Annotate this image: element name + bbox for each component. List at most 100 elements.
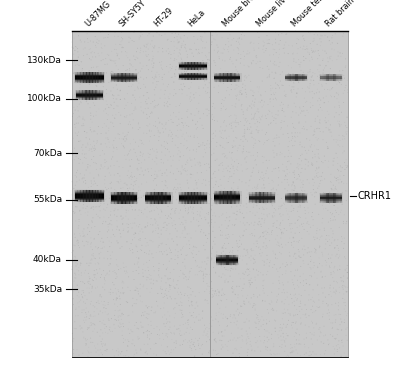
Point	[77, 138, 84, 144]
Point	[144, 122, 150, 128]
Point	[156, 249, 163, 255]
Point	[206, 57, 213, 63]
Point	[278, 203, 284, 210]
Point	[336, 68, 343, 74]
Point	[330, 203, 337, 209]
Point	[171, 218, 177, 224]
Bar	[88, 72, 90, 83]
Point	[222, 154, 228, 160]
Point	[340, 273, 347, 279]
Point	[95, 244, 102, 251]
Point	[309, 303, 316, 309]
Bar	[188, 62, 190, 70]
Point	[168, 206, 175, 213]
Bar	[296, 74, 298, 81]
Point	[180, 191, 186, 197]
Point	[174, 181, 181, 187]
Point	[265, 40, 272, 47]
Point	[71, 104, 77, 111]
Bar	[77, 190, 79, 202]
Point	[309, 294, 316, 301]
Point	[198, 170, 205, 176]
Point	[78, 270, 84, 276]
Point	[76, 268, 82, 274]
Point	[80, 205, 86, 211]
Point	[104, 204, 110, 211]
Point	[279, 105, 286, 111]
Point	[254, 314, 261, 320]
Point	[328, 240, 335, 246]
Bar	[219, 255, 221, 265]
Point	[337, 176, 343, 182]
Point	[257, 174, 264, 180]
Point	[152, 227, 159, 234]
Point	[84, 164, 91, 170]
Point	[217, 232, 224, 238]
Point	[128, 327, 134, 333]
Point	[100, 317, 106, 324]
Point	[234, 346, 240, 353]
Point	[220, 245, 226, 251]
Point	[301, 243, 307, 249]
Point	[243, 336, 250, 342]
Point	[146, 311, 152, 317]
Point	[116, 180, 122, 187]
Point	[187, 46, 193, 52]
Point	[331, 199, 338, 206]
Point	[196, 335, 203, 341]
Point	[277, 325, 283, 331]
Point	[287, 221, 293, 227]
Point	[229, 286, 236, 292]
Point	[240, 146, 247, 152]
Point	[76, 208, 83, 214]
Point	[276, 165, 282, 171]
Point	[180, 87, 186, 93]
Bar	[157, 192, 159, 204]
Point	[182, 83, 188, 90]
Point	[84, 285, 90, 291]
Point	[228, 187, 234, 194]
Bar	[302, 74, 304, 81]
Point	[247, 40, 254, 46]
Point	[156, 268, 162, 274]
Point	[216, 162, 222, 168]
Point	[204, 261, 210, 267]
Point	[253, 238, 260, 244]
Point	[113, 348, 120, 354]
Point	[341, 350, 348, 356]
Point	[117, 76, 123, 83]
Point	[204, 298, 210, 304]
Point	[243, 94, 250, 100]
Point	[299, 246, 306, 252]
Point	[289, 76, 295, 83]
Point	[146, 114, 153, 120]
Point	[119, 44, 126, 50]
Point	[234, 212, 240, 218]
Point	[138, 45, 144, 51]
Point	[290, 244, 297, 250]
Point	[340, 136, 346, 142]
Point	[99, 196, 106, 202]
Bar	[232, 255, 234, 265]
Point	[300, 258, 306, 264]
Point	[263, 157, 270, 163]
Point	[262, 344, 269, 350]
Point	[273, 62, 279, 68]
Point	[272, 352, 278, 358]
Point	[160, 220, 167, 226]
Point	[292, 138, 298, 144]
Bar	[89, 190, 92, 202]
Point	[301, 204, 308, 211]
Point	[126, 185, 133, 191]
Point	[102, 159, 108, 166]
Point	[92, 33, 98, 40]
Point	[330, 162, 336, 168]
Point	[167, 112, 174, 118]
Point	[339, 165, 345, 171]
Point	[157, 191, 164, 197]
Point	[302, 322, 308, 328]
Bar	[222, 73, 224, 82]
Point	[178, 307, 185, 314]
Point	[267, 195, 274, 201]
Point	[108, 156, 115, 162]
